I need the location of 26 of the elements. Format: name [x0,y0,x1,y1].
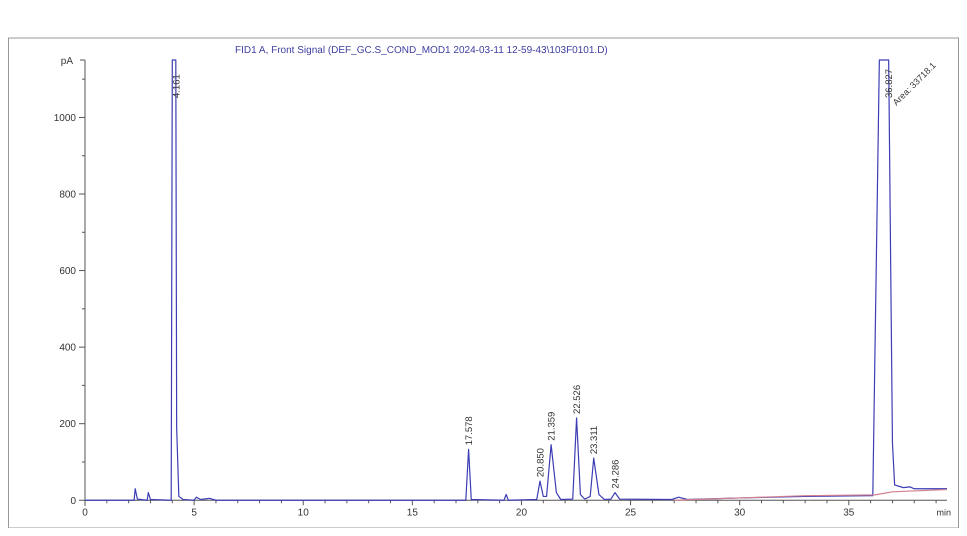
chart-title: FID1 A, Front Signal (DEF_GC.S_COND_MOD1 2024-03-11 12-59-43\103F0101.D) [235,45,608,56]
y-tick-label: 0 [70,496,76,507]
line-series [674,488,948,501]
annotation: 23.311 [589,426,600,454]
x-tick-label: 0 [82,507,88,518]
y-axis-title: pA [60,56,74,67]
x-tick-label: 30 [734,507,746,518]
annotation: 36.827 [884,68,896,98]
x-tick-label: 25 [625,507,637,518]
x-axis-title: min [936,507,951,518]
x-tick-label: 5 [191,507,198,518]
y-tick-label: 1000 [54,112,76,124]
annotation: 4.161 [171,74,182,98]
x-tick-label: 20 [516,507,528,518]
x-tick-label: 10 [298,507,310,518]
y-tick-label: 200 [59,419,76,430]
annotation: 21.359 [546,412,558,441]
annotation: 24.286 [610,460,622,489]
x-tick-label: 35 [843,507,855,518]
y-tick-label: 400 [59,342,76,354]
x-tick-label: 15 [406,507,418,518]
annotation: 22.526 [572,384,584,414]
annotation: 20.850 [536,448,547,478]
y-tick-label: 800 [59,189,76,200]
annotation: 17.578 [464,416,476,446]
y-tick-label: 600 [59,266,76,278]
